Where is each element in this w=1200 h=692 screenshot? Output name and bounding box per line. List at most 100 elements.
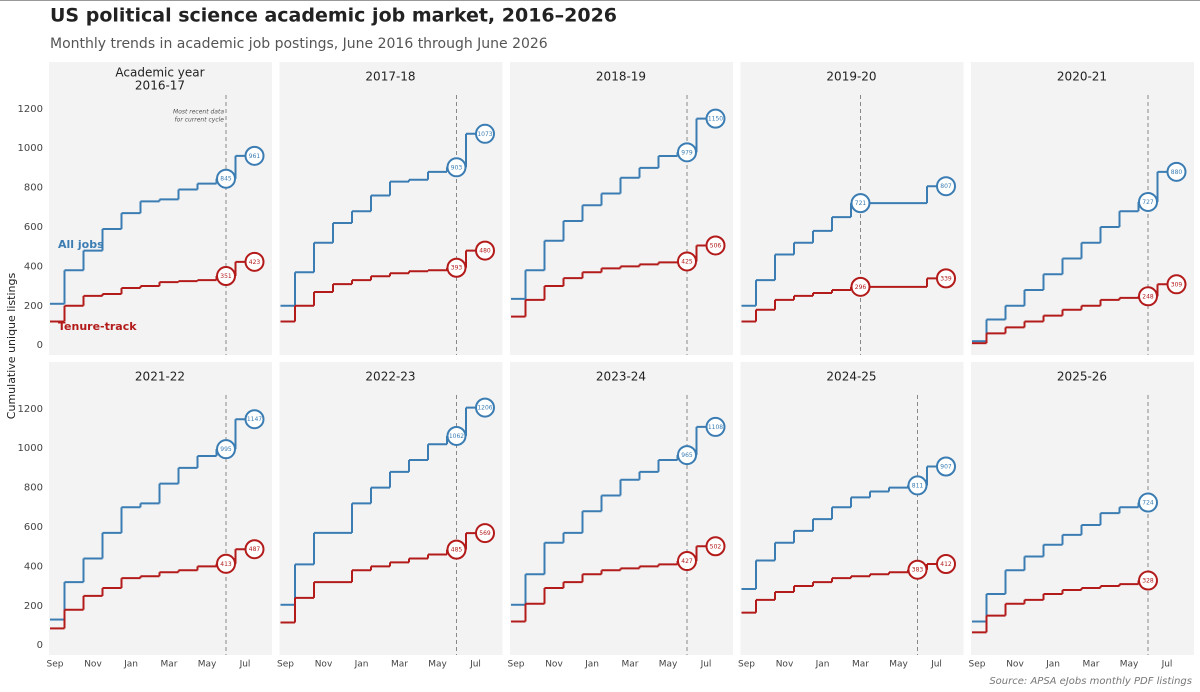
x-tick-label: Mar xyxy=(622,660,639,670)
legend-label: Tenure-track xyxy=(58,320,137,333)
x-tick-label: Nov xyxy=(545,660,563,670)
value-marker xyxy=(907,475,928,496)
y-tick-label: 800 xyxy=(24,183,43,194)
y-tick-label: 0 xyxy=(37,340,43,351)
value-label: 845 xyxy=(220,176,232,183)
value-label: 907 xyxy=(940,464,952,471)
x-tick-label: Mar xyxy=(391,660,408,670)
current-cycle-note: for current cycle xyxy=(175,117,225,124)
value-marker xyxy=(936,176,956,197)
x-tick-label: Mar xyxy=(852,660,869,670)
x-tick-label: Jul xyxy=(700,660,712,670)
value-marker xyxy=(705,416,726,437)
value-marker xyxy=(936,554,956,574)
value-label: 339 xyxy=(940,275,952,282)
value-label: 1150 xyxy=(708,116,723,123)
panel-title: 2018-19 xyxy=(596,70,646,84)
value-label: 961 xyxy=(249,153,261,160)
value-label: 248 xyxy=(1142,293,1154,300)
x-tick-label: Jul xyxy=(239,660,251,670)
value-label: 485 xyxy=(451,547,463,554)
value-label: 423 xyxy=(249,259,261,266)
current-cycle-note: Most recent data xyxy=(173,109,224,116)
value-label: 1147 xyxy=(247,416,262,423)
panel-background xyxy=(740,362,964,655)
y-tick-label: 200 xyxy=(24,601,43,612)
panel-title: 2016-17 xyxy=(135,79,185,93)
value-label: 995 xyxy=(220,446,232,453)
x-tick-label: Jul xyxy=(1161,660,1173,670)
x-tick-label: Jan xyxy=(584,660,599,670)
value-label: 807 xyxy=(940,183,952,190)
value-label: 903 xyxy=(451,164,463,171)
y-tick-label: 400 xyxy=(24,261,43,272)
value-label: 309 xyxy=(1171,281,1183,288)
value-label: 383 xyxy=(912,567,924,574)
x-tick-label: Nov xyxy=(315,660,333,670)
value-label: 412 xyxy=(940,561,952,568)
value-marker xyxy=(1138,492,1158,513)
chart-title: US political science academic job market… xyxy=(50,5,617,27)
panel-background xyxy=(971,362,1194,655)
x-tick-label: May xyxy=(198,660,217,670)
panel-background xyxy=(279,362,503,655)
panel-background xyxy=(510,362,733,655)
panel-background xyxy=(49,62,272,355)
value-marker xyxy=(936,456,956,477)
y-tick-label: 1200 xyxy=(18,104,43,115)
panel-title: 2021-22 xyxy=(135,370,185,384)
value-label: 811 xyxy=(912,482,924,489)
value-label: 427 xyxy=(681,558,693,565)
value-label: 965 xyxy=(681,452,693,459)
value-marker xyxy=(677,142,697,163)
value-marker xyxy=(446,257,467,278)
x-tick-label: Jan xyxy=(815,660,830,670)
value-marker xyxy=(244,409,265,430)
y-tick-label: 1200 xyxy=(18,404,43,415)
value-label: 1073 xyxy=(477,131,492,138)
y-tick-label: 400 xyxy=(24,561,43,572)
panel-title: 2022-23 xyxy=(365,370,415,384)
value-marker xyxy=(936,268,956,289)
value-marker xyxy=(244,251,265,272)
value-marker xyxy=(216,439,236,460)
panel-background xyxy=(510,62,733,355)
value-label: 569 xyxy=(479,530,491,537)
x-tick-label: Sep xyxy=(47,660,64,670)
x-tick-label: Nov xyxy=(84,660,102,670)
x-tick-label: Jul xyxy=(469,660,481,670)
x-tick-label: Nov xyxy=(776,660,794,670)
value-marker xyxy=(216,168,236,189)
value-marker xyxy=(216,553,236,574)
value-label: 1206 xyxy=(477,405,492,412)
value-marker xyxy=(677,551,697,572)
value-marker xyxy=(446,425,467,446)
value-marker xyxy=(1138,570,1158,591)
value-label: 1108 xyxy=(708,424,723,431)
x-tick-label: Sep xyxy=(277,660,294,670)
value-marker xyxy=(677,251,697,272)
value-label: 425 xyxy=(681,258,693,265)
panel-background xyxy=(971,62,1194,355)
value-label: 724 xyxy=(1142,500,1154,507)
y-axis-label: Cumulative unique listings xyxy=(5,273,18,420)
legend-label: All jobs xyxy=(58,238,104,251)
value-label: 328 xyxy=(1142,578,1154,585)
value-marker xyxy=(475,523,495,544)
panel-title: 2023-24 xyxy=(596,370,646,384)
x-tick-label: Jul xyxy=(930,660,942,670)
value-label: 979 xyxy=(681,149,693,156)
x-tick-label: May xyxy=(889,660,908,670)
value-marker xyxy=(850,193,871,214)
value-label: 480 xyxy=(479,248,491,255)
value-marker xyxy=(244,539,265,560)
panel-title: 2020-21 xyxy=(1057,70,1107,84)
value-marker xyxy=(446,539,467,560)
value-marker xyxy=(475,397,495,418)
y-tick-label: 600 xyxy=(24,522,43,533)
panel-background xyxy=(279,62,503,355)
value-label: 502 xyxy=(710,543,722,550)
value-marker xyxy=(1166,274,1187,295)
x-tick-label: Mar xyxy=(161,660,178,670)
x-tick-label: Sep xyxy=(508,660,525,670)
